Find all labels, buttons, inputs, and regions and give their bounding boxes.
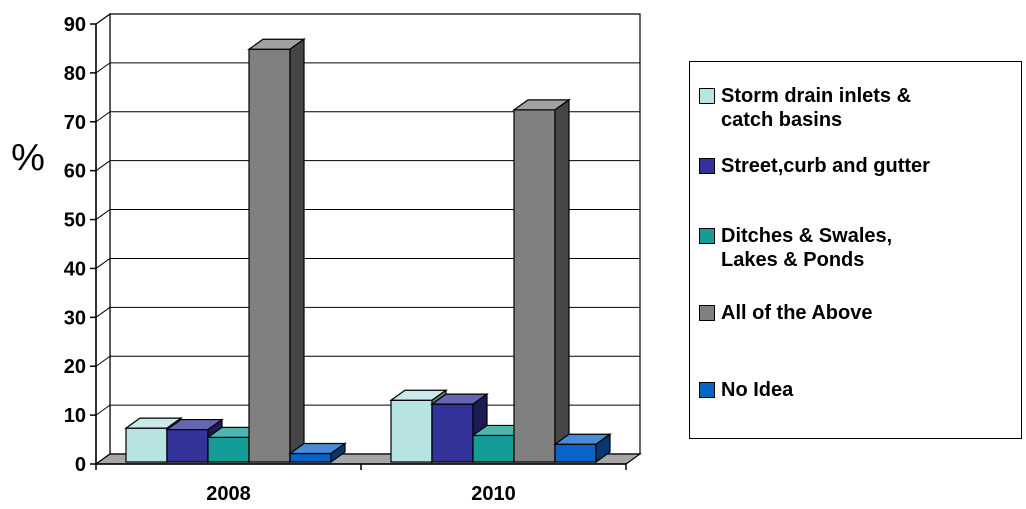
legend-item: Ditches & Swales, Lakes & Ponds [699,224,892,272]
x-tick-label: 2010 [471,483,516,505]
legend-item: No Idea [699,378,793,402]
legend-label: No Idea [721,379,794,401]
bar-chart: 0 10 20 30 40 50 60 70 80 90 2008 2010 % [11,12,642,505]
legend-swatch [699,382,715,398]
bar-2010-5 [553,433,612,464]
gridline-side [95,13,111,25]
gridline-side [95,111,111,123]
bars [124,38,612,464]
gridline-side [95,258,111,269]
side-wall [95,12,111,466]
y-tick-labels: 0 10 20 30 40 50 60 70 80 90 [64,14,86,476]
y-tick-label: 0 [75,454,86,476]
legend-swatch [699,88,715,104]
gridline-side [95,160,111,172]
y-tick-label: 60 [64,161,86,183]
legend-label: Storm drain inlets & catch basins [721,85,912,131]
y-tick-label: 50 [64,210,86,232]
bar-2008-4 [247,38,306,464]
y-tick-label: 80 [64,63,86,85]
y-tick-label: 90 [64,14,86,36]
legend-label: Street,curb and gutter [721,155,930,177]
gridline-side [95,209,111,220]
legend-label: All of the Above [721,302,873,324]
gridline-side [95,404,111,416]
gridline-side [95,62,111,74]
legend-swatch [699,158,715,174]
gridline-side [95,355,111,367]
y-tick-label: 70 [64,112,86,134]
gridline-side [95,306,111,318]
legend-swatch [699,305,715,321]
legend: Storm drain inlets & catch basins Street,… [689,61,1022,439]
category-labels: 2008 2010 [206,483,516,505]
legend-swatch [699,228,715,244]
legend-label: Ditches & Swales, Lakes & Ponds [721,225,893,271]
y-axis-label: % [11,137,45,179]
legend-item: All of the Above [699,301,872,325]
y-tick-label: 20 [64,356,86,378]
axes [90,23,627,470]
y-tick-label: 30 [64,307,86,329]
bar-2008-5 [288,442,347,464]
legend-item: Storm drain inlets & catch basins [699,84,911,132]
y-tick-label: 10 [64,405,86,427]
legend-item: Street,curb and gutter [699,154,930,178]
y-tick-label: 40 [64,258,86,280]
x-tick-label: 2008 [206,483,251,505]
bar-2010-4 [512,98,571,464]
